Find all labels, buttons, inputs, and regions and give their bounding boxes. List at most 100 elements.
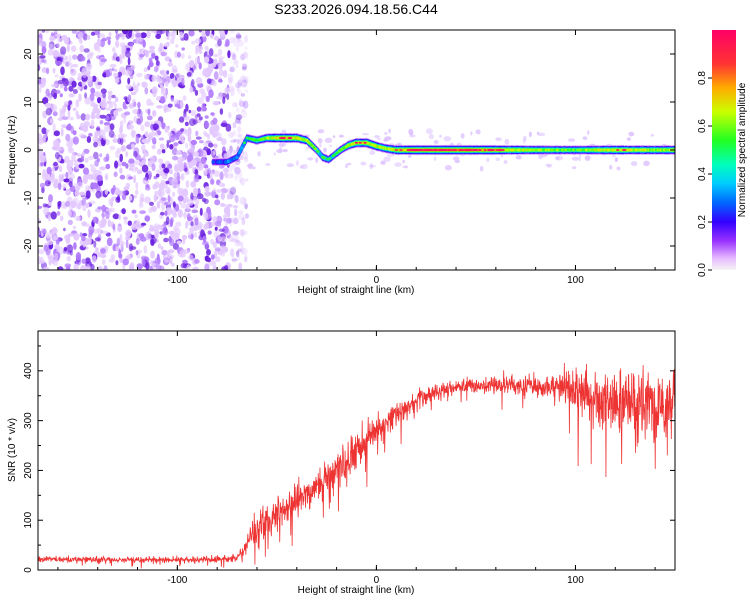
noise-speckle — [233, 138, 237, 143]
noise-speckle — [119, 120, 124, 129]
noise-speckle — [69, 210, 72, 217]
ridge-halo-speckle — [495, 137, 502, 141]
ridge-halo-speckle — [388, 128, 391, 134]
snr-x-tick-label: 100 — [567, 575, 584, 586]
noise-speckle — [135, 182, 139, 190]
noise-speckle — [167, 103, 173, 108]
noise-speckle — [154, 181, 160, 189]
noise-speckle — [72, 136, 79, 145]
ridge-cell — [335, 151, 339, 155]
noise-speckle — [135, 189, 139, 196]
noise-speckle — [90, 31, 96, 36]
noise-speckle — [240, 75, 247, 82]
noise-speckle — [68, 181, 73, 187]
noise-speckle — [41, 30, 46, 33]
noise-speckle — [42, 97, 49, 105]
noise-speckle — [151, 262, 156, 267]
noise-speckle — [241, 247, 248, 255]
noise-speckle — [117, 225, 123, 233]
noise-speckle — [126, 47, 131, 52]
ridge-halo-speckle — [402, 159, 406, 164]
noise-speckle — [101, 38, 108, 42]
noise-speckle — [163, 104, 168, 113]
noise-speckle — [240, 110, 247, 119]
noise-speckle — [127, 94, 132, 102]
noise-speckle — [229, 248, 235, 257]
noise-speckle — [238, 98, 243, 106]
noise-speckle — [45, 30, 49, 34]
noise-speckle — [128, 195, 133, 201]
noise-speckle — [188, 30, 195, 37]
noise-speckle — [141, 164, 149, 173]
noise-speckle — [125, 51, 131, 58]
noise-speckle — [153, 30, 157, 35]
noise-speckle — [123, 116, 127, 124]
noise-speckle — [180, 173, 185, 181]
noise-speckle — [175, 72, 182, 80]
noise-speckle — [67, 104, 71, 111]
noise-speckle — [151, 52, 156, 59]
noise-speckle — [161, 197, 167, 202]
noise-speckle — [244, 256, 248, 263]
noise-speckle — [204, 164, 209, 169]
noise-speckle — [135, 30, 140, 33]
noise-speckle — [206, 168, 212, 176]
ridge-halo-speckle — [319, 142, 322, 148]
noise-speckle — [88, 70, 91, 75]
noise-speckle — [227, 77, 233, 86]
noise-speckle — [63, 178, 70, 183]
ridge-halo-speckle — [317, 138, 323, 144]
noise-speckle — [109, 123, 115, 131]
noise-speckle — [54, 33, 62, 38]
noise-speckle — [174, 165, 179, 173]
noise-speckle — [39, 182, 46, 188]
noise-speckle — [163, 74, 168, 79]
noise-speckle — [183, 33, 189, 41]
noise-speckle — [45, 232, 52, 238]
noise-speckle — [77, 86, 82, 90]
ridge-halo-speckle — [486, 157, 490, 163]
noise-speckle — [158, 137, 165, 141]
noise-speckle — [161, 249, 168, 256]
noise-speckle — [97, 265, 103, 270]
noise-speckle — [228, 235, 234, 243]
noise-speckle — [101, 259, 106, 265]
noise-speckle — [88, 155, 94, 161]
noise-speckle — [121, 208, 126, 215]
noise-speckle — [240, 228, 244, 236]
ridge-halo-speckle — [614, 157, 618, 163]
noise-speckle — [163, 42, 170, 48]
noise-speckle — [125, 239, 129, 249]
noise-speckle — [208, 48, 214, 57]
noise-speckle — [220, 30, 226, 38]
noise-speckle — [82, 205, 87, 212]
noise-speckle — [156, 200, 161, 209]
noise-speckle — [164, 210, 168, 217]
noise-speckle — [151, 75, 157, 82]
noise-speckle — [164, 80, 169, 87]
ridge-halo-speckle — [384, 132, 388, 135]
noise-speckle — [97, 38, 101, 47]
noise-speckle — [186, 264, 191, 270]
noise-speckle — [157, 243, 162, 249]
ridge-halo-speckle — [578, 157, 581, 162]
noise-speckle — [38, 149, 44, 157]
colorbar-gradient — [712, 30, 736, 270]
noise-speckle — [148, 49, 155, 54]
noise-speckle — [221, 138, 227, 146]
ridge-halo-speckle — [643, 160, 650, 167]
noise-speckle — [96, 174, 103, 182]
ridge-halo-speckle — [612, 154, 616, 158]
noise-speckle — [101, 211, 105, 220]
noise-speckle — [98, 220, 105, 228]
noise-speckle — [68, 100, 72, 106]
noise-speckle — [212, 117, 218, 125]
noise-speckle — [136, 72, 143, 78]
noise-speckle — [54, 152, 60, 160]
noise-speckle — [228, 37, 236, 44]
noise-speckle — [69, 185, 76, 192]
noise-speckle — [170, 79, 176, 85]
noise-speckle — [237, 40, 244, 47]
noise-speckle — [61, 77, 66, 82]
noise-speckle — [162, 254, 167, 260]
